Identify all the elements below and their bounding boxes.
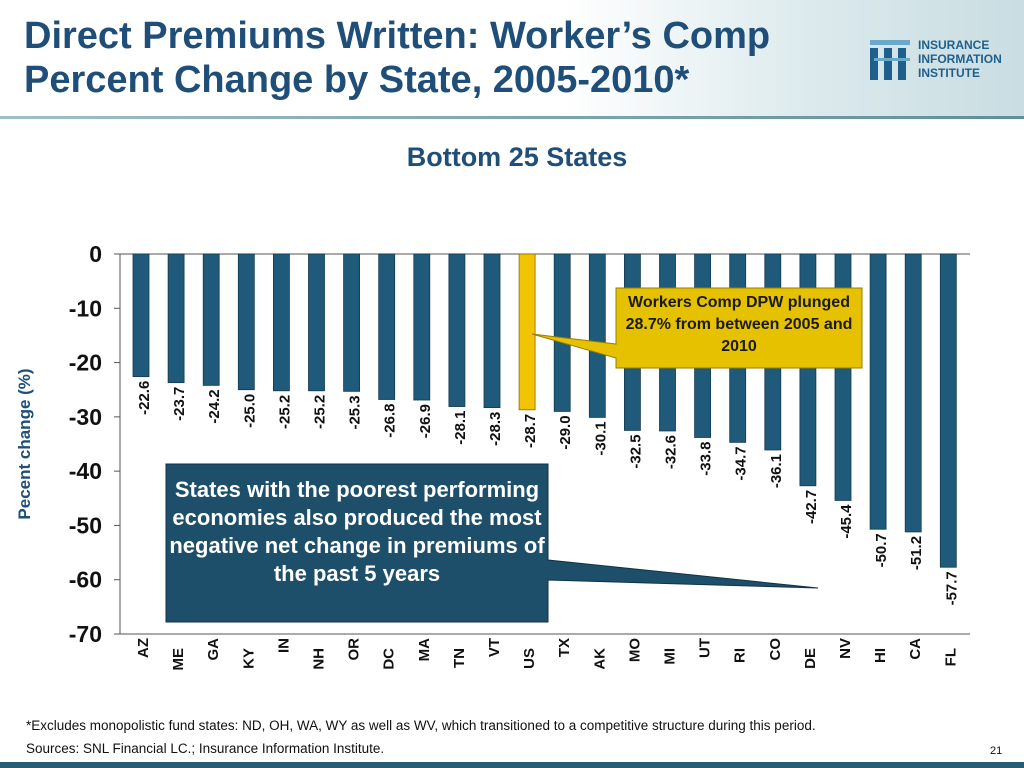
logo-line-3: INSTITUTE <box>918 66 980 80</box>
data-label: -50.7 <box>873 533 890 567</box>
bar <box>378 253 396 400</box>
x-tick-label: MA <box>416 638 433 661</box>
footnote: *Excludes monopolistic fund states: ND, … <box>26 718 816 733</box>
x-tick-label: KY <box>240 648 257 669</box>
x-tick-label: CA <box>907 638 924 660</box>
bar <box>132 253 150 378</box>
bar <box>448 253 466 407</box>
x-tick-label: TN <box>451 648 468 668</box>
x-tick-label: UT <box>697 638 714 658</box>
bar <box>904 253 922 533</box>
data-label: -32.6 <box>663 435 680 469</box>
data-label: -28.3 <box>487 412 504 446</box>
annotation-box <box>165 463 819 623</box>
iii-logo-icon <box>870 40 910 80</box>
x-tick-label: OR <box>346 638 363 661</box>
y-tick-label: -40 <box>69 458 102 484</box>
x-tick-label: DC <box>381 648 398 670</box>
y-tick-label: 0 <box>89 241 102 267</box>
x-tick-label: IN <box>275 638 292 653</box>
x-tick-label: GA <box>205 638 222 661</box>
x-tick-label: CO <box>767 638 784 661</box>
data-label: -51.2 <box>908 536 925 570</box>
x-tick-label: US <box>521 648 538 669</box>
page-title-line-1: Direct Premiums Written: Worker’s Comp <box>24 15 771 57</box>
page-number: 21 <box>990 745 1003 757</box>
bar <box>237 253 255 391</box>
bar-chart: 0 -10 -20 -30 -40 -50 -60 -70 Pecent change (%) -… <box>15 241 970 671</box>
x-tick-label: MI <box>662 648 679 665</box>
data-label: -32.5 <box>627 434 644 468</box>
x-tick-label: VT <box>486 638 503 657</box>
data-label: -24.2 <box>206 389 223 423</box>
bar <box>308 253 325 392</box>
bar <box>553 253 571 412</box>
x-tick-label: NH <box>311 648 328 670</box>
y-axis-title: Pecent change (%) <box>15 368 34 519</box>
x-tick-label: FL <box>942 648 959 666</box>
annotation-box-text: States with the poorest performing econo… <box>169 477 545 586</box>
y-tick-label: -10 <box>69 295 102 321</box>
data-label: -25.3 <box>347 395 364 429</box>
callout-text: Workers Comp DPW plunged 28.7% from betw… <box>625 294 853 355</box>
data-label: -34.7 <box>733 446 750 480</box>
data-label: -25.2 <box>312 395 329 429</box>
data-label: -33.8 <box>698 441 715 475</box>
bar <box>167 253 185 384</box>
bar <box>869 253 887 530</box>
bar <box>343 253 361 392</box>
x-tick-label: HI <box>872 648 889 663</box>
sources-note: Sources: SNL Financial LC.; Insurance In… <box>26 741 385 756</box>
data-label: -28.1 <box>452 411 469 445</box>
data-label: -28.7 <box>522 414 539 448</box>
x-tick-label: AZ <box>135 638 152 658</box>
bottom-bar <box>0 762 1024 768</box>
data-label: -36.1 <box>768 454 785 488</box>
x-tick-label: MO <box>626 638 643 662</box>
callout-box <box>531 287 863 369</box>
logo-line-2: INFORMATION <box>918 52 1002 66</box>
x-tick-label: NV <box>837 638 854 659</box>
bar <box>483 253 501 409</box>
iii-logo-wordmark: INSURANCE INFORMATION INSTITUTE <box>918 38 1002 80</box>
x-tick-label: AK <box>591 648 608 670</box>
data-label: -25.2 <box>276 395 293 429</box>
data-label: -22.6 <box>136 381 153 415</box>
bar <box>272 253 290 392</box>
bar <box>202 253 220 386</box>
data-label: -57.7 <box>943 571 960 605</box>
logo-line-1: INSURANCE <box>918 38 990 52</box>
x-tick-label: RI <box>732 648 749 663</box>
data-label: -26.8 <box>382 403 399 437</box>
chart-title: Bottom 25 States <box>406 142 628 172</box>
bar <box>939 253 957 568</box>
y-tick-label: -60 <box>69 567 102 593</box>
data-label: -26.9 <box>417 404 434 438</box>
header-band <box>0 0 1024 118</box>
iii-logo: INSURANCE INFORMATION INSTITUTE <box>866 36 1016 86</box>
bar <box>413 253 431 401</box>
y-tick-label: -20 <box>69 350 102 376</box>
bar <box>588 253 606 418</box>
x-tick-label: DE <box>802 648 819 669</box>
x-tick-label: TX <box>556 638 573 657</box>
page-title-line-2: Percent Change by State, 2005-2010* <box>24 59 690 101</box>
data-label: -45.4 <box>838 504 855 539</box>
y-tick-label: -70 <box>69 621 102 647</box>
data-label: -25.0 <box>241 394 258 428</box>
x-tick-label: ME <box>170 648 187 671</box>
page-title: Direct Premiums Written: Worker’s Comp P… <box>24 14 864 102</box>
y-tick-label: -50 <box>69 512 102 538</box>
data-label: -23.7 <box>171 387 188 421</box>
data-label: -29.0 <box>557 415 574 449</box>
header-divider <box>0 116 1024 119</box>
y-tick-label: -30 <box>69 404 102 430</box>
data-label: -42.7 <box>803 490 820 524</box>
bar <box>518 253 536 411</box>
data-label: -30.1 <box>592 421 609 455</box>
